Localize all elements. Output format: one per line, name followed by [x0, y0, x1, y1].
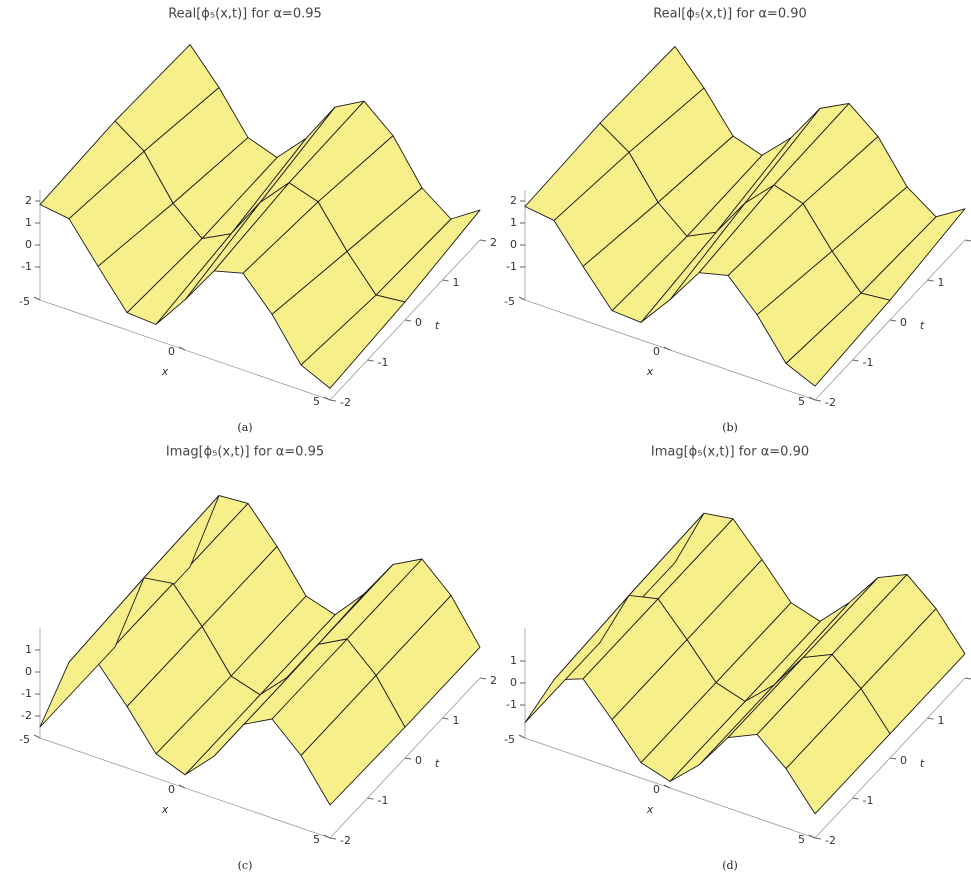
x-tick	[808, 396, 816, 401]
y-tick-label: 2	[490, 236, 497, 249]
y-tick	[367, 797, 374, 800]
y-tick	[367, 359, 374, 362]
z-tick-label: -1	[21, 687, 32, 700]
y-tick-label: -1	[863, 794, 874, 807]
z-tick-label: 1	[25, 216, 32, 229]
caption: (d)	[722, 859, 738, 872]
y-tick-label: 0	[900, 316, 907, 329]
x-tick	[178, 784, 186, 789]
x-tick	[323, 834, 331, 839]
y-tick-label: 1	[938, 714, 945, 727]
title: Real[ϕ₅(x,t)] for α=0.95	[168, 7, 322, 22]
y-tick-label: 1	[938, 276, 945, 289]
y-tick	[814, 837, 822, 840]
x-tick-label: -5	[504, 295, 515, 308]
z-tick-label: -1	[21, 260, 32, 273]
x-tick	[178, 346, 186, 351]
y-tick	[479, 677, 487, 680]
y-tick	[927, 279, 934, 282]
y-tick	[964, 677, 971, 680]
z-tick-label: 0	[510, 676, 517, 689]
caption: (c)	[238, 859, 253, 872]
x-tick-label: 5	[313, 833, 320, 846]
caption: (a)	[237, 421, 252, 434]
z-tick-label: 0	[25, 665, 32, 678]
x-tick-label: 5	[798, 395, 805, 408]
y-tick-label: -1	[863, 356, 874, 369]
x-tick-label: -5	[19, 295, 30, 308]
x-tick-label: 5	[313, 395, 320, 408]
y-tick	[329, 837, 337, 840]
x-tick-label: -5	[504, 733, 515, 746]
y-tick	[442, 717, 449, 720]
x-tick-label: -5	[19, 733, 30, 746]
y-tick-label: -2	[340, 834, 351, 847]
surface-patch	[39, 120, 145, 220]
y-tick	[329, 399, 337, 402]
title: Imag[ϕ₅(x,t)] for α=0.95	[166, 445, 324, 460]
y-axis-label: t	[435, 319, 440, 332]
x-tick	[663, 346, 671, 351]
x-axis-label: x	[161, 803, 169, 816]
z-tick-label: -2	[21, 709, 32, 722]
surface-patch	[39, 577, 145, 728]
surface-patch	[524, 594, 630, 724]
y-tick-label: -2	[340, 396, 351, 409]
y-tick-label: -1	[378, 356, 389, 369]
z-tick-label: 1	[25, 643, 32, 656]
x-axis-label: x	[646, 803, 654, 816]
z-tick-label: 0	[25, 238, 32, 251]
y-tick-label: 0	[415, 316, 422, 329]
y-tick-label: 1	[453, 276, 460, 289]
y-tick-label: -1	[378, 794, 389, 807]
title: Imag[ϕ₅(x,t)] for α=0.90	[651, 445, 809, 460]
y-tick-label: -2	[825, 396, 836, 409]
z-tick-label: 2	[510, 194, 517, 207]
y-axis-label: t	[435, 757, 440, 770]
y-tick	[404, 757, 412, 760]
x-axis-label: x	[646, 365, 654, 378]
x-tick	[323, 396, 331, 401]
x-tick	[808, 834, 816, 839]
y-tick	[889, 757, 897, 760]
z-tick-label: 2	[25, 194, 32, 207]
x-tick-label: 0	[653, 345, 660, 358]
x-tick	[33, 734, 41, 739]
y-tick-label: -2	[825, 834, 836, 847]
caption: (b)	[722, 421, 738, 434]
y-tick	[852, 797, 859, 800]
x-tick-label: 0	[653, 783, 660, 796]
surface-patch	[524, 122, 630, 221]
y-tick-label: 2	[490, 674, 497, 687]
x-tick-label: 0	[168, 345, 175, 358]
y-axis-label: t	[920, 319, 925, 332]
z-tick-label: -1	[506, 698, 517, 711]
y-tick-label: 1	[453, 714, 460, 727]
y-tick-label: 0	[900, 754, 907, 767]
x-tick-label: 0	[168, 783, 175, 796]
y-tick	[927, 717, 934, 720]
y-tick	[889, 319, 897, 322]
x-tick	[518, 734, 526, 739]
x-tick	[33, 296, 41, 301]
z-tick-label: 1	[510, 216, 517, 229]
y-tick	[404, 319, 412, 322]
x-tick-label: 5	[798, 833, 805, 846]
z-tick-label: -1	[506, 260, 517, 273]
z-tick-label: 1	[510, 654, 517, 667]
x-axis-label: x	[161, 365, 169, 378]
y-tick	[852, 359, 859, 362]
y-tick	[442, 279, 449, 282]
title: Real[ϕ₅(x,t)] for α=0.90	[653, 7, 807, 22]
x-tick	[518, 296, 526, 301]
z-tick-label: 0	[510, 238, 517, 251]
y-tick	[814, 399, 822, 402]
y-tick	[964, 239, 971, 242]
y-tick	[479, 239, 487, 242]
y-tick-label: 0	[415, 754, 422, 767]
x-tick	[663, 784, 671, 789]
y-axis-label: t	[920, 757, 925, 770]
